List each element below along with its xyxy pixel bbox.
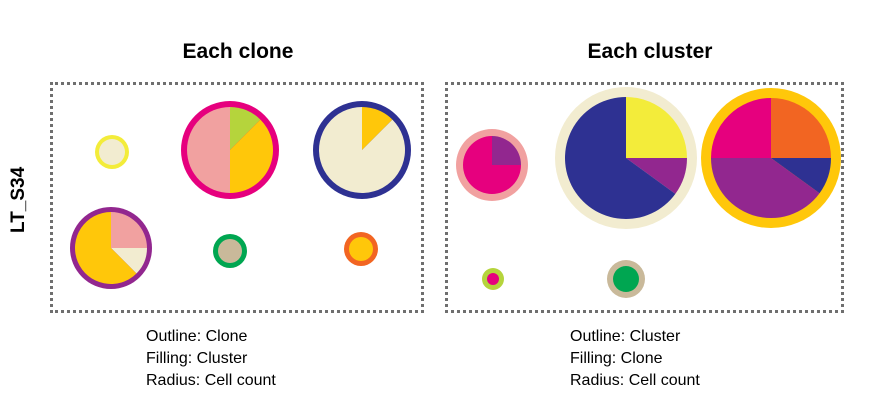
cluster-bubble-5-slice-1 (613, 266, 639, 292)
cluster-bubble-3-slice-4 (711, 98, 771, 158)
clone-bubble-5 (213, 234, 247, 268)
cluster-bubble-2 (555, 87, 697, 229)
clone-bubble-4-slice-2 (111, 248, 147, 274)
clone-bubble-4 (70, 207, 152, 289)
clone-legend: Outline: Clone Filling: Cluster Radius: … (146, 326, 276, 392)
cluster-panel (445, 82, 844, 313)
clone-bubble-4-slice-1 (111, 212, 147, 248)
cluster-legend-outline: Outline: Cluster (570, 328, 681, 345)
clone-legend-outline: Outline: Clone (146, 328, 248, 345)
clone-bubble-2-slice-2 (230, 119, 273, 193)
cluster-legend-radius: Radius: Cell count (570, 372, 700, 389)
cluster-bubble-2-slice-2 (626, 158, 687, 194)
clone-bubble-6 (344, 232, 378, 266)
cluster-bubble-2-slice-3 (564, 97, 676, 219)
panel-title-clone: Each clone (182, 40, 294, 63)
clone-bubble-2 (181, 101, 279, 199)
clone-bubble-2-slice-3 (187, 107, 230, 193)
clone-bubble-2-slice-1 (230, 107, 261, 150)
cluster-legend: Outline: Cluster Filling: Clone Radius: … (570, 326, 700, 392)
cluster-bubble-3-slice-2 (771, 158, 831, 194)
cluster-bubble-3 (701, 88, 841, 228)
cluster-bubble-1 (456, 129, 528, 201)
clone-panel (50, 82, 424, 313)
cluster-bubble-4-slice-1 (487, 273, 499, 285)
cluster-bubble-1-slice-1 (492, 136, 521, 165)
clone-bubble-3 (313, 101, 411, 199)
panel-title-cluster: Each cluster (587, 40, 713, 63)
clone-bubble-3-slice-1 (362, 107, 393, 150)
cluster-bubble-3-slice-3 (711, 158, 820, 219)
cluster-bubble-4 (482, 268, 504, 290)
cluster-legend-filling: Filling: Clone (570, 350, 663, 367)
clone-legend-radius: Radius: Cell count (146, 372, 276, 389)
clone-bubble-1 (95, 135, 129, 169)
cluster-bubble-3-slice-1 (771, 98, 831, 158)
cluster-bubble-5 (607, 260, 645, 298)
clone-bubble-4-slice-3 (75, 212, 137, 284)
cluster-bubble-2-slice-1 (626, 97, 687, 158)
clone-bubble-6-slice-1 (349, 237, 373, 261)
clone-bubble-5-slice-1 (218, 239, 242, 263)
clone-bubble-3-slice-2 (318, 107, 405, 193)
cluster-bubble-1-slice-2 (463, 136, 521, 194)
clone-legend-filling: Filling: Cluster (146, 350, 248, 367)
clone-bubble-1-slice-1 (99, 139, 125, 165)
